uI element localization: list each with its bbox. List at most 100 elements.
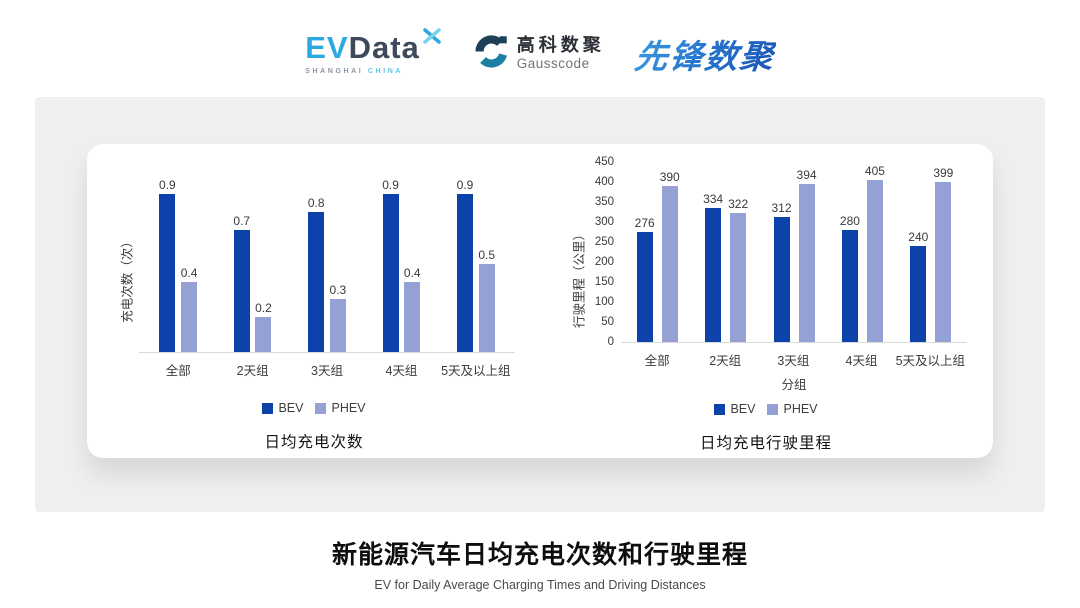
bar-with-label: 0.8 bbox=[308, 197, 325, 352]
x-category-label: 全部 bbox=[644, 354, 670, 368]
bar-group: 312 394 bbox=[760, 169, 828, 342]
y-tick-label: 100 bbox=[594, 295, 614, 308]
chart-daily-charging-times: 充电次数（次） 0.9 0.4 0.7 0.2 0.8 0.3 0.9 0.4 0.9 0.5 全… bbox=[113, 144, 515, 458]
bar-bev bbox=[910, 246, 927, 342]
bar-bev bbox=[841, 230, 858, 342]
x-category-label: 4天组 bbox=[845, 354, 878, 368]
bar-with-label: 334 bbox=[703, 193, 723, 342]
bar-bev bbox=[636, 232, 653, 342]
bar-value-label: 0.2 bbox=[255, 301, 272, 315]
evdata-sub-shanghai: SHANGHAI bbox=[305, 68, 364, 75]
bar-value-label: 0.8 bbox=[307, 196, 325, 210]
bar-bev bbox=[233, 230, 250, 352]
bar-with-label: 0.9 bbox=[159, 179, 176, 352]
bar-group: 280 405 bbox=[828, 165, 896, 342]
bar-with-label: 0.5 bbox=[478, 249, 495, 352]
bar-phev bbox=[181, 282, 198, 352]
x-axis-labels: 全部 2天组 3天组 4天组 5天及以上组 bbox=[139, 360, 515, 379]
footer: 新能源汽车日均充电次数和行驶里程 EV for Daily Average Ch… bbox=[0, 535, 1080, 592]
legend-swatch bbox=[315, 402, 327, 414]
x-category-label: 5天及以上组 bbox=[895, 354, 966, 368]
bar-phev bbox=[730, 213, 747, 342]
evdata-logo-subtext: SHANGHAI CHINA bbox=[305, 68, 443, 75]
evdata-logo: EV Data SHANGHAI CHINA bbox=[305, 28, 443, 75]
pioneer-logo: 先锋数聚 bbox=[632, 30, 777, 78]
bar-phev bbox=[329, 299, 346, 352]
header-logos: EV Data SHANGHAI CHINA 高科数聚 Gausscode bbox=[0, 0, 1080, 97]
bar-value-label: 276 bbox=[634, 216, 655, 230]
legend-item-bev: BEV bbox=[714, 402, 755, 416]
bar-with-label: 390 bbox=[660, 171, 680, 342]
evdata-sub-china: CHINA bbox=[367, 68, 404, 75]
legend-label: PHEV bbox=[331, 401, 366, 415]
bar-group: 0.9 0.4 bbox=[364, 179, 438, 352]
bar-value-label: 334 bbox=[703, 192, 724, 206]
bar-with-label: 0.2 bbox=[255, 302, 272, 352]
charts-card: 充电次数（次） 0.9 0.4 0.7 0.2 0.8 0.3 0.9 0.4 0.9 0.5 全… bbox=[87, 144, 993, 458]
legend-label: PHEV bbox=[783, 402, 818, 416]
bar-value-label: 0.5 bbox=[478, 248, 496, 262]
bar-bev bbox=[382, 194, 399, 352]
bar-with-label: 276 bbox=[635, 217, 655, 342]
bar-value-label: 405 bbox=[864, 164, 885, 178]
bar-with-label: 0.9 bbox=[456, 178, 474, 352]
bar-bev bbox=[773, 217, 790, 342]
x-axis-labels: 全部 2天组 3天组 4天组 5天及以上组 bbox=[621, 350, 967, 369]
legend: BEV PHEV bbox=[113, 401, 515, 415]
bar-with-label: 399 bbox=[933, 167, 953, 342]
bar-with-label: 0.7 bbox=[233, 215, 250, 352]
infographic-title: 新能源汽车日均充电次数和行驶里程 bbox=[331, 541, 748, 569]
y-axis-label: 充电次数（次） bbox=[120, 234, 135, 323]
gausscode-logo: 高科数聚 Gausscode bbox=[473, 33, 605, 75]
bar-bev bbox=[456, 194, 473, 352]
legend-swatch bbox=[262, 402, 274, 414]
bar-with-label: 280 bbox=[840, 215, 860, 342]
bar-value-label: 390 bbox=[659, 170, 680, 184]
bar-value-label: 240 bbox=[908, 230, 929, 244]
y-tick-label: 450 bbox=[594, 155, 614, 168]
bar-bev bbox=[159, 194, 176, 352]
bar-value-label: 0.9 bbox=[382, 178, 399, 192]
y-tick-label: 0 bbox=[607, 335, 614, 348]
y-tick-label: 400 bbox=[594, 175, 614, 188]
bar-value-label: 399 bbox=[933, 166, 954, 180]
legend-item-phev: PHEV bbox=[315, 401, 366, 415]
bar-with-label: 0.3 bbox=[329, 283, 347, 352]
bar-value-label: 394 bbox=[796, 168, 817, 182]
x-axis-title: 分组 bbox=[781, 378, 807, 392]
bar-group: 0.9 0.4 bbox=[141, 179, 215, 352]
infographic-subtitle: EV for Daily Average Charging Times and … bbox=[374, 578, 706, 592]
bar-value-label: 0.3 bbox=[329, 283, 347, 297]
bar-bev bbox=[308, 212, 325, 352]
legend-swatch bbox=[714, 403, 726, 415]
bar-value-label: 312 bbox=[771, 201, 792, 215]
bar-value-label: 0.9 bbox=[159, 178, 176, 192]
bar-value-label: 0.9 bbox=[456, 178, 474, 192]
legend-label: BEV bbox=[730, 402, 756, 416]
y-axis-label: 行驶里程（公里） bbox=[572, 227, 587, 329]
y-axis-ticks: 0 50 100 150 200 250 300 350 400 450 bbox=[591, 156, 621, 347]
bar-group: 334 322 bbox=[691, 193, 759, 342]
chart-daily-driving-distance: 行驶里程（公里） 0 50 100 150 200 250 300 350 400 450 276… bbox=[565, 144, 967, 458]
bar-value-label: 322 bbox=[728, 197, 749, 211]
chart-title: 日均充电次数 bbox=[264, 434, 364, 451]
plot-area: 276 390 334 322 312 394 280 405 240 399 bbox=[621, 163, 967, 343]
bar-phev bbox=[798, 184, 815, 342]
x-category-label: 2天组 bbox=[236, 364, 269, 378]
bar-group: 276 390 bbox=[623, 171, 691, 342]
x-category-label: 3天组 bbox=[311, 364, 343, 378]
legend-item-bev: BEV bbox=[262, 401, 303, 415]
evdata-spark-icon bbox=[421, 26, 443, 52]
bar-with-label: 405 bbox=[865, 165, 885, 342]
bar-phev bbox=[661, 186, 678, 342]
plot-area: 0.9 0.4 0.7 0.2 0.8 0.3 0.9 0.4 0.9 0.5 bbox=[139, 178, 515, 353]
bar-value-label: 0.4 bbox=[403, 266, 421, 280]
bar-phev bbox=[478, 264, 495, 352]
bar-phev bbox=[866, 180, 883, 342]
y-tick-label: 350 bbox=[594, 195, 614, 208]
x-category-label: 全部 bbox=[165, 364, 191, 378]
bar-value-label: 0.4 bbox=[180, 266, 198, 280]
gausscode-logo-cn: 高科数聚 bbox=[516, 35, 605, 56]
gausscode-g-icon bbox=[473, 33, 510, 75]
bar-with-label: 0.4 bbox=[404, 267, 421, 352]
